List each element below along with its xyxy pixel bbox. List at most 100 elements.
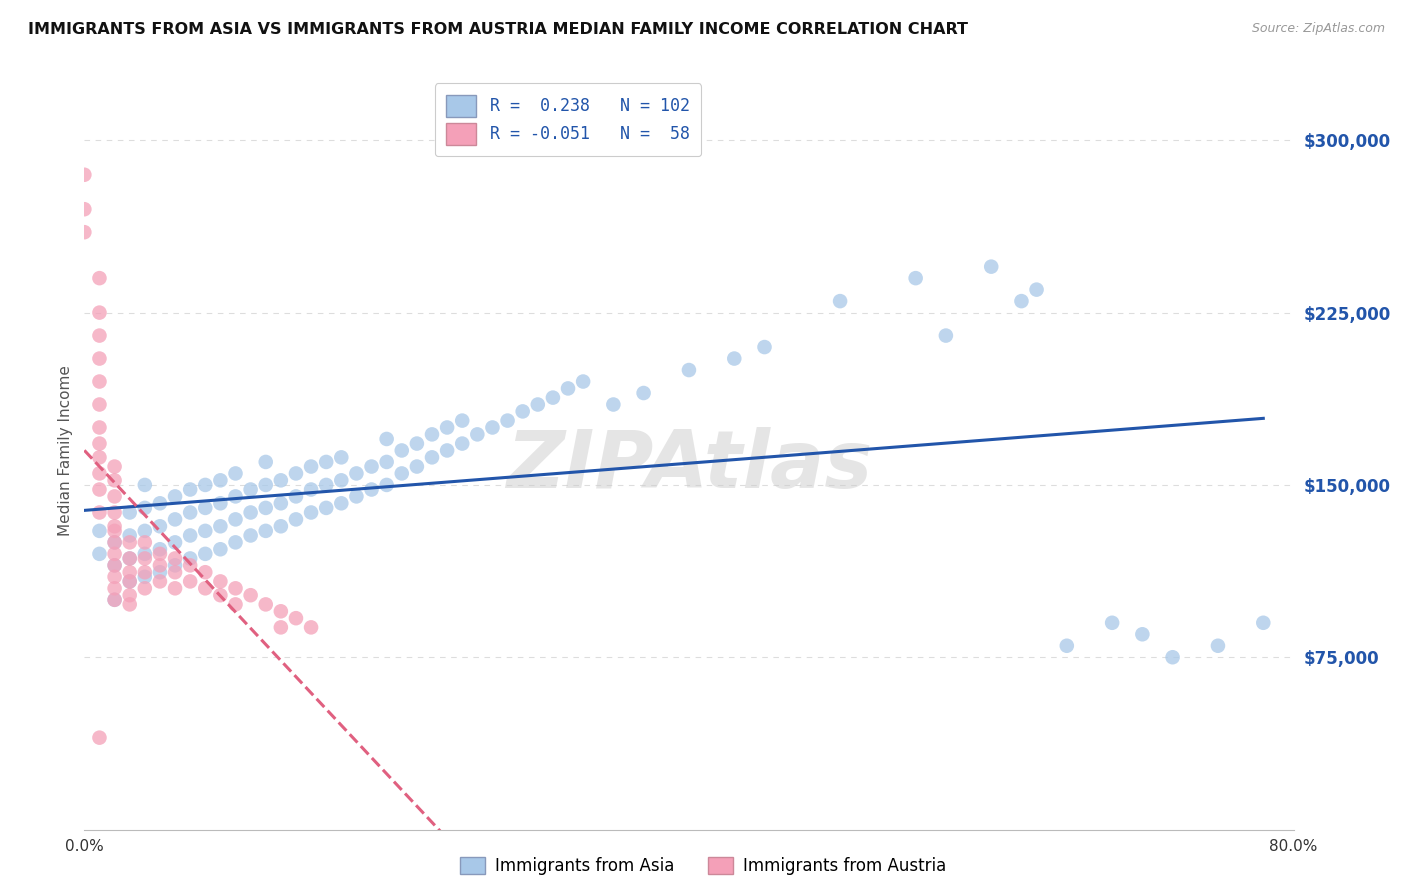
Point [89, 351, 111, 366]
Point [299, 483, 322, 497]
Point [239, 588, 262, 602]
Point [496, 414, 519, 428]
Point [512, 404, 534, 418]
Point [270, 496, 292, 510]
Point [149, 519, 172, 533]
Point [104, 592, 127, 607]
Point [134, 547, 156, 561]
Point [104, 592, 127, 607]
Point [165, 551, 187, 566]
Point [1056, 639, 1078, 653]
Point [165, 558, 187, 573]
Y-axis label: Median Family Income: Median Family Income [58, 365, 73, 536]
Point [104, 459, 127, 474]
Point [315, 500, 337, 515]
Point [754, 340, 776, 354]
Point [299, 506, 322, 520]
Point [527, 397, 550, 411]
Point [89, 731, 111, 745]
Point [209, 496, 232, 510]
Point [194, 566, 217, 580]
Point [406, 459, 429, 474]
Point [118, 574, 141, 589]
Point [225, 582, 247, 596]
Point [179, 483, 201, 497]
Point [89, 397, 111, 411]
Text: IMMIGRANTS FROM ASIA VS IMMIGRANTS FROM AUSTRIA MEDIAN FAMILY INCOME CORRELATION: IMMIGRANTS FROM ASIA VS IMMIGRANTS FROM … [28, 22, 969, 37]
Point [165, 582, 187, 596]
Point [225, 598, 247, 612]
Point [391, 443, 413, 458]
Point [270, 473, 292, 487]
Point [572, 375, 595, 389]
Point [194, 582, 217, 596]
Point [134, 551, 156, 566]
Point [330, 496, 353, 510]
Point [104, 547, 127, 561]
Point [134, 535, 156, 549]
Point [209, 588, 232, 602]
Point [134, 570, 156, 584]
Point [134, 478, 156, 492]
Point [315, 478, 337, 492]
Point [89, 305, 111, 319]
Point [89, 506, 111, 520]
Point [391, 467, 413, 481]
Point [104, 506, 127, 520]
Point [194, 547, 217, 561]
Point [1025, 283, 1047, 297]
Point [118, 528, 141, 542]
Point [165, 490, 187, 504]
Point [254, 598, 277, 612]
Point [678, 363, 700, 377]
Point [375, 455, 398, 469]
Point [436, 420, 458, 434]
Point [73, 202, 96, 217]
Point [165, 512, 187, 526]
Point [179, 558, 201, 573]
Point [285, 490, 308, 504]
Point [179, 574, 201, 589]
Point [118, 598, 141, 612]
Point [149, 566, 172, 580]
Point [420, 427, 443, 442]
Point [481, 420, 503, 434]
Point [225, 535, 247, 549]
Point [149, 574, 172, 589]
Point [1130, 627, 1153, 641]
Point [209, 542, 232, 557]
Point [118, 574, 141, 589]
Point [165, 566, 187, 580]
Point [633, 386, 655, 401]
Point [149, 496, 172, 510]
Point [118, 551, 141, 566]
Point [118, 535, 141, 549]
Point [254, 500, 277, 515]
Text: ZIPAtlas: ZIPAtlas [506, 426, 872, 505]
Point [149, 547, 172, 561]
Point [451, 414, 474, 428]
Point [330, 450, 353, 465]
Point [104, 490, 127, 504]
Point [935, 328, 957, 343]
Point [254, 478, 277, 492]
Point [89, 467, 111, 481]
Point [104, 535, 127, 549]
Point [330, 473, 353, 487]
Text: Source: ZipAtlas.com: Source: ZipAtlas.com [1251, 22, 1385, 36]
Point [346, 467, 368, 481]
Point [104, 519, 127, 533]
Point [406, 436, 429, 450]
Point [73, 225, 96, 239]
Point [118, 588, 141, 602]
Point [239, 483, 262, 497]
Point [254, 524, 277, 538]
Point [179, 551, 201, 566]
Point [149, 542, 172, 557]
Point [89, 328, 111, 343]
Point [239, 528, 262, 542]
Legend: Immigrants from Asia, Immigrants from Austria: Immigrants from Asia, Immigrants from Au… [451, 849, 955, 884]
Point [1206, 639, 1229, 653]
Point [225, 490, 247, 504]
Point [149, 558, 172, 573]
